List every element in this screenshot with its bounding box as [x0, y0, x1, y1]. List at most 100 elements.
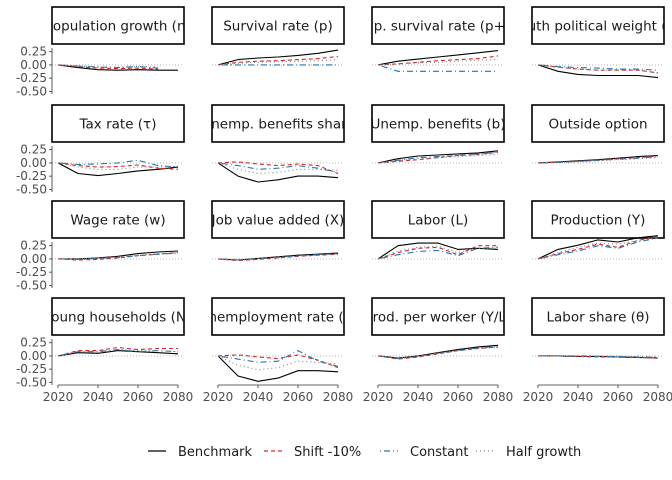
series-line-shift-10	[217, 55, 339, 66]
facet-strip	[211, 6, 345, 45]
x-tick-label: 2040	[563, 390, 594, 404]
facet-strip	[531, 297, 665, 336]
facet-panel: Outside option	[531, 104, 665, 164]
facet-strip	[531, 200, 665, 239]
x-tick-label: 2040	[83, 390, 114, 404]
series-line-constant	[377, 64, 498, 72]
facet-title: Prod. per worker (Y/L)	[365, 310, 511, 326]
series-line-constant	[537, 156, 659, 164]
facet-title: Unemp. benefits (b)	[370, 117, 505, 133]
series-line-benchmark	[217, 162, 339, 183]
facet-strip	[531, 104, 665, 143]
x-tick-label: 2060	[283, 390, 314, 404]
series-line-constant	[57, 64, 159, 69]
facet-strip	[51, 297, 185, 336]
facet-title: Tax rate (τ)	[79, 117, 157, 133]
series-line-half-growth	[217, 355, 339, 371]
x-tick-label: 2040	[243, 390, 274, 404]
y-tick-label: -0.50	[16, 84, 47, 98]
x-tick-label: 2040	[403, 390, 434, 404]
y-tick-label: -0.50	[16, 278, 47, 292]
facet-panel: Youth political weight (ω)	[531, 6, 665, 79]
facet-panel: Young households (N)0.250.00-0.25-0.5020…	[16, 297, 194, 404]
facet-strip	[51, 6, 185, 45]
x-tick-label: 2060	[443, 390, 474, 404]
facet-panel: Prod. per worker (Y/L) 2020 2040 2060 2080	[363, 297, 514, 404]
y-tick-label: -0.25	[16, 71, 47, 85]
facet-title: Unemployment rate (u)	[199, 310, 358, 326]
facet-title: Young households (N)	[44, 310, 192, 326]
y-tick-label: 0.25	[20, 336, 47, 350]
series-line-half-growth	[377, 346, 499, 359]
legend: Benchmark Shift -10% Constant Half growth	[148, 445, 581, 460]
facet-title: Survival rate (p)	[223, 19, 333, 35]
series-line-benchmark	[217, 49, 339, 66]
facet-panel: Production (Y)	[531, 200, 665, 260]
y-tick-label: -0.25	[16, 362, 47, 376]
series-line-constant	[57, 159, 179, 168]
series-line-half-growth	[537, 157, 659, 164]
facet-strip	[371, 6, 505, 45]
x-tick-label: 2020	[43, 390, 74, 404]
facet-panel: Unemp. benefits share	[201, 104, 354, 183]
series-line-shift-10	[377, 151, 499, 164]
x-tick-label: 2060	[603, 390, 634, 404]
facet-title: Unemp. benefits share	[201, 117, 354, 133]
series-line-half-growth	[58, 252, 179, 260]
y-tick-label: 0.00	[20, 349, 47, 363]
x-tick-label: 2020	[523, 390, 554, 404]
facet-panel: Labor (L)	[371, 200, 505, 260]
facet-panel: Population growth (n) 0.250.00-0.25-0.50	[16, 6, 191, 98]
series-line-constant	[217, 350, 339, 368]
series-line-shift-10	[217, 354, 339, 369]
facet-panel: Survival rate (p)	[211, 6, 345, 66]
facet-title: Production (Y)	[551, 213, 646, 229]
series-line-shift-10	[377, 55, 499, 66]
series-line-shift-10	[57, 162, 179, 170]
facet-title: Population growth (n)	[45, 19, 191, 35]
series-line-benchmark	[377, 242, 499, 260]
y-tick-label: 0.00	[20, 156, 47, 170]
series-line-constant	[537, 237, 659, 260]
legend-label: Half growth	[506, 445, 581, 460]
facet-strip	[531, 6, 665, 45]
series-line-half-growth	[217, 59, 339, 66]
series-line-benchmark	[57, 350, 179, 357]
facet-strip	[371, 200, 505, 239]
legend-label: Shift -10%	[294, 445, 361, 460]
facet-panel: Unemployment rate (u) 2020 2040 2060 2080	[199, 297, 358, 404]
x-tick-label: 2020	[203, 390, 234, 404]
series-line-constant	[377, 246, 499, 260]
y-tick-label: -0.25	[16, 169, 47, 183]
y-tick-label: 0.00	[20, 252, 47, 266]
facet-title: Job value added (X)	[211, 213, 345, 229]
facet-panel: Labor share (θ) 2020 2040 2060 2080	[523, 297, 672, 404]
series-line-benchmark	[377, 50, 499, 66]
facet-strip	[371, 104, 505, 143]
series-line-half-growth	[537, 237, 659, 260]
series-line-half-growth	[57, 64, 159, 68]
y-tick-label: 0.00	[20, 58, 47, 72]
y-tick-label: -0.50	[16, 375, 47, 389]
series-line-half-growth	[217, 253, 339, 260]
legend-label: Constant	[410, 445, 468, 460]
facet-strip	[211, 200, 345, 239]
series-line-benchmark	[217, 355, 339, 382]
facet-strip	[371, 297, 505, 336]
x-tick-label: 2080	[323, 390, 354, 404]
facet-strip	[211, 297, 345, 336]
x-tick-label: 2080	[483, 390, 514, 404]
series-line-shift-10	[57, 346, 178, 357]
facet-title: Outside option	[548, 117, 647, 133]
series-line-shift-10	[537, 155, 659, 164]
series-line-half-growth	[537, 64, 659, 74]
series-line-half-growth	[377, 153, 499, 164]
series-line-constant	[537, 64, 659, 71]
series-line-benchmark	[57, 64, 178, 71]
series-line-half-growth	[377, 59, 499, 66]
series-line-constant	[217, 162, 339, 173]
x-tick-label: 2080	[163, 390, 194, 404]
facet-strip	[211, 104, 345, 143]
legend-label: Benchmark	[178, 445, 253, 460]
